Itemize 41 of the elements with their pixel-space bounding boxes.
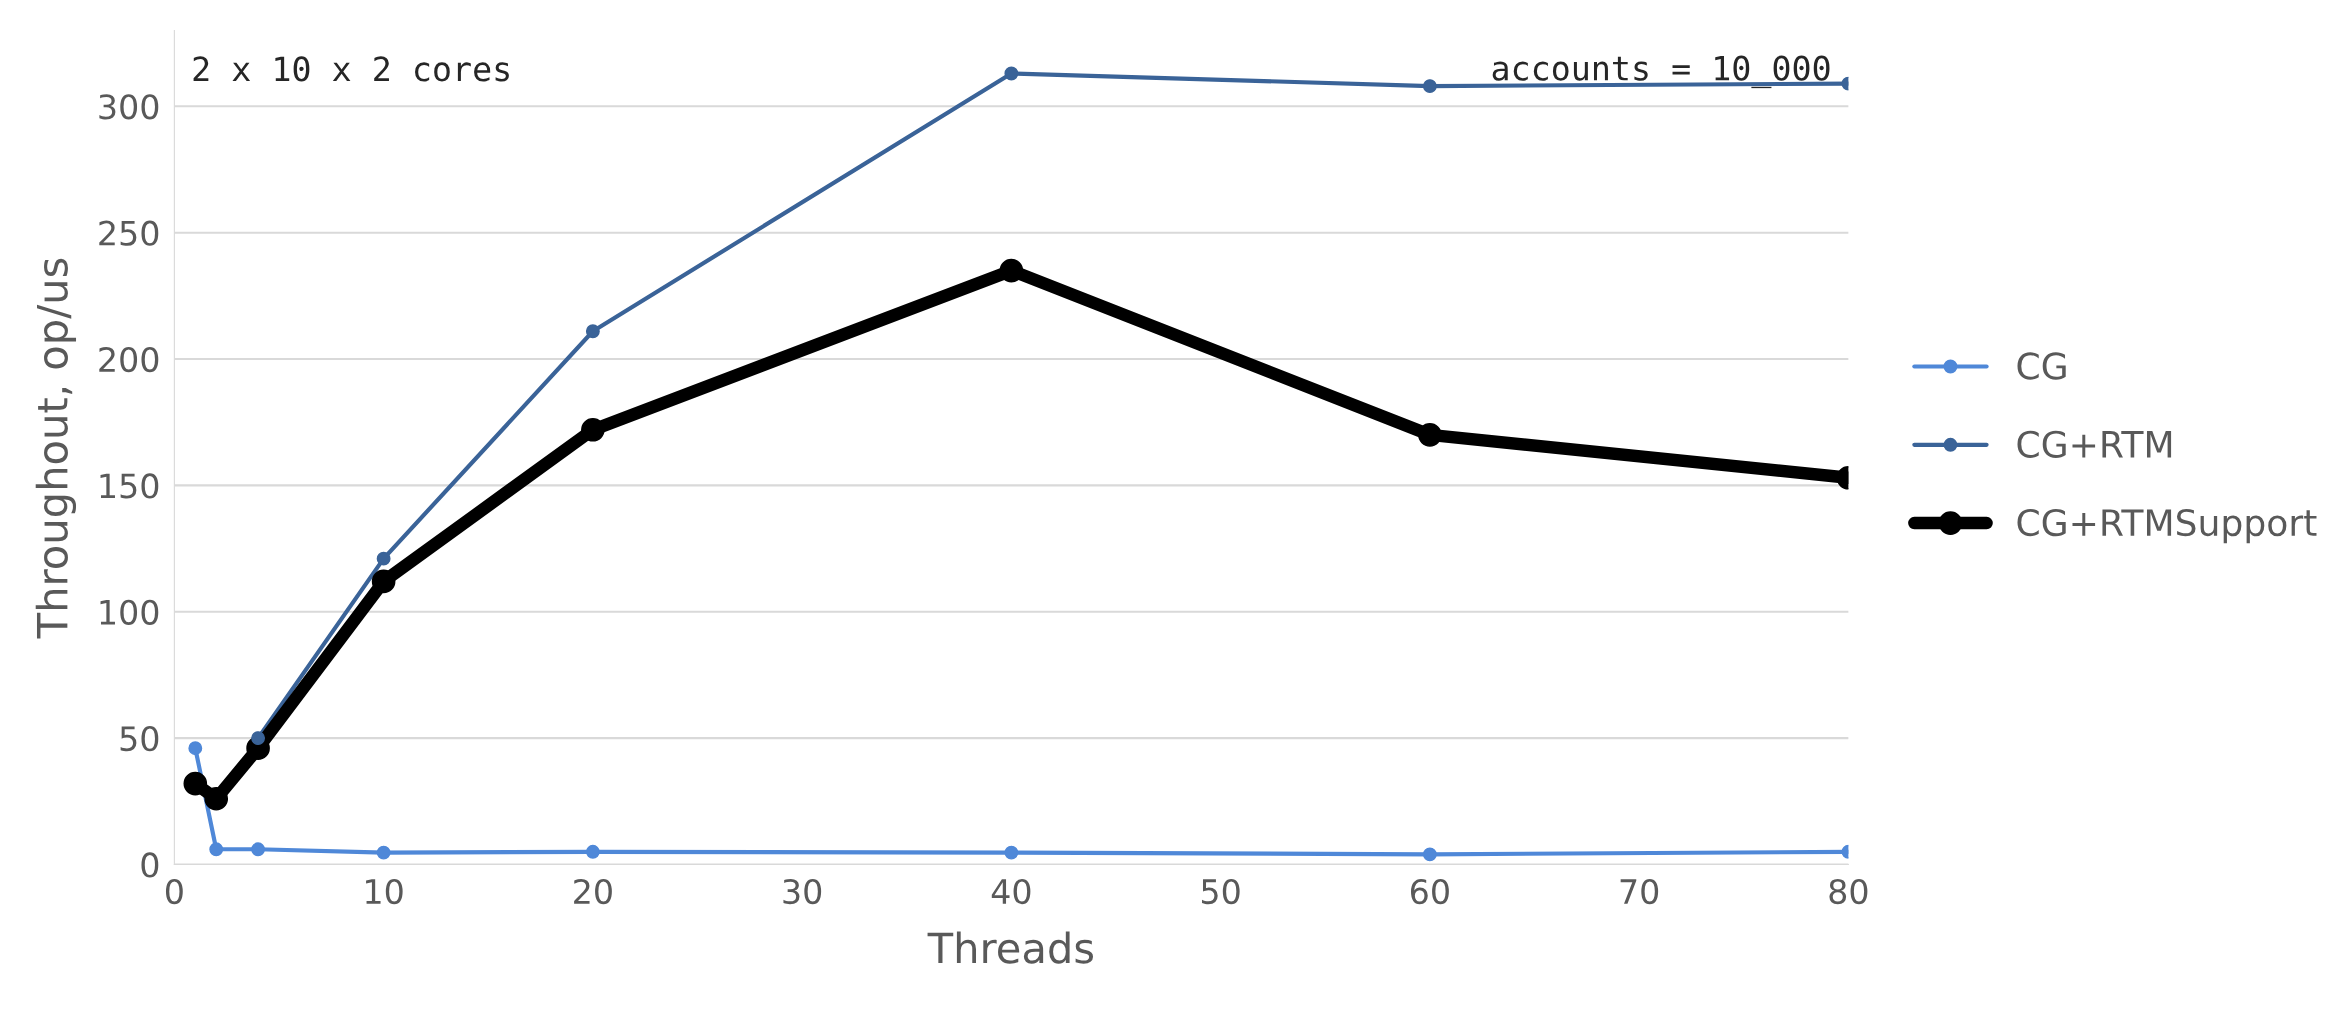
point bbox=[376, 845, 391, 860]
y-tick-label: 100 bbox=[100, 599, 159, 625]
point bbox=[209, 842, 224, 857]
y-axis-title: Throughout, op/us bbox=[35, 258, 77, 639]
y-tick-label: 0 bbox=[141, 852, 159, 878]
point bbox=[204, 786, 229, 811]
x-tick-label: 40 bbox=[991, 878, 1031, 905]
point bbox=[188, 741, 203, 756]
y-tick-label: 250 bbox=[99, 220, 159, 246]
legend-label: CG bbox=[2017, 352, 2066, 380]
x-axis-title: Threads bbox=[927, 931, 1094, 964]
y-tick-label: 50 bbox=[120, 726, 159, 752]
point bbox=[183, 771, 208, 796]
y-tick-label: 200 bbox=[99, 346, 159, 373]
point bbox=[1422, 847, 1437, 862]
x-tick-label: 10 bbox=[366, 878, 403, 905]
y-tick-label: 150 bbox=[100, 473, 159, 499]
annotation: accounts = 10_000 bbox=[1492, 55, 1830, 89]
point bbox=[585, 324, 600, 339]
y-tick-label: 300 bbox=[99, 94, 159, 120]
x-tick-label: 60 bbox=[1410, 878, 1449, 905]
point bbox=[585, 844, 600, 859]
point bbox=[999, 258, 1024, 283]
annotation: 2 x 10 x 2 cores bbox=[193, 56, 509, 82]
point bbox=[251, 731, 266, 746]
legend-label: CG+RTMSupport bbox=[2017, 508, 2317, 544]
point bbox=[376, 551, 391, 566]
legend-label: CG+RTM bbox=[2017, 430, 2172, 458]
point bbox=[1418, 423, 1442, 447]
x-tick-label: 0 bbox=[165, 878, 183, 905]
x-tick-label: 80 bbox=[1829, 878, 1868, 905]
point bbox=[1004, 66, 1019, 81]
point bbox=[1422, 79, 1437, 94]
point bbox=[581, 417, 605, 442]
x-tick-label: 50 bbox=[1201, 878, 1240, 905]
point bbox=[1004, 845, 1019, 860]
x-tick-label: 20 bbox=[574, 878, 612, 905]
x-tick-label: 70 bbox=[1620, 878, 1659, 905]
x-tick-label: 30 bbox=[783, 878, 822, 905]
point bbox=[251, 842, 266, 857]
point bbox=[371, 569, 396, 594]
